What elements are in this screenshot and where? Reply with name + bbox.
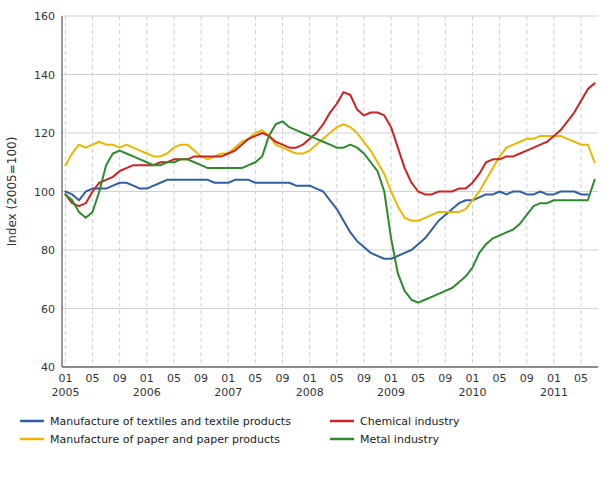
x-grid-line xyxy=(581,16,582,367)
x-tick-label: 09 xyxy=(276,372,290,385)
x-tick-label: 09 xyxy=(438,372,452,385)
y-axis-label: Index (2005=100) xyxy=(5,137,19,247)
legend-label: Manufacture of paper and paper products xyxy=(50,433,280,446)
x-tick-label: 05 xyxy=(330,372,344,385)
x-tick-label: 05 xyxy=(574,372,588,385)
grid xyxy=(62,16,598,367)
x-grid-line xyxy=(119,16,120,367)
legend-swatch xyxy=(330,438,354,441)
y-grid-line xyxy=(62,308,598,309)
x-grid-line xyxy=(173,16,174,367)
y-tick-label: 60 xyxy=(41,303,55,316)
legend-swatch xyxy=(330,420,354,423)
x-tick-label: 05 xyxy=(86,372,100,385)
x-grid-line xyxy=(228,16,229,367)
axes: 40 60 80 100 120 140 160 012005 05 09 012006 05 09 01… xyxy=(34,10,598,399)
y-grid-line xyxy=(62,250,598,251)
x-grid-line xyxy=(526,16,527,367)
x-tick-label: 09 xyxy=(113,372,127,385)
x-tick-label: 012007 xyxy=(214,372,242,399)
x-grid-line xyxy=(472,16,473,367)
x-tick-label: 05 xyxy=(167,372,181,385)
x-tick-label: 09 xyxy=(520,372,534,385)
x-tick-label: 012008 xyxy=(296,372,324,399)
legend-label: Manufacture of textiles and textile prod… xyxy=(50,415,291,428)
y-grid-line xyxy=(62,16,598,17)
x-tick-label: 012010 xyxy=(458,372,486,399)
x-tick-label: 05 xyxy=(248,372,262,385)
y-axis-line xyxy=(62,16,63,367)
x-grid-line xyxy=(146,16,147,367)
legend-swatch xyxy=(20,420,44,423)
y-grid-line xyxy=(62,74,598,75)
y-tick-label: 80 xyxy=(41,244,55,257)
x-grid-line xyxy=(282,16,283,367)
y-grid-line xyxy=(62,367,598,368)
lines xyxy=(65,83,594,302)
x-tick-label: 012011 xyxy=(540,372,568,399)
series-line xyxy=(65,180,587,259)
y-tick-label: 120 xyxy=(34,127,55,140)
x-grid-line xyxy=(553,16,554,367)
x-tick-label: 012009 xyxy=(377,372,405,399)
series-line xyxy=(65,124,594,221)
x-grid-line xyxy=(255,16,256,367)
legend-label: Chemical industry xyxy=(360,415,460,428)
x-grid-line xyxy=(201,16,202,367)
y-tick-label: 140 xyxy=(34,69,55,82)
x-tick-label: 05 xyxy=(493,372,507,385)
x-tick-label: 05 xyxy=(411,372,425,385)
x-grid-line xyxy=(336,16,337,367)
x-tick-label: 09 xyxy=(194,372,208,385)
legend-label: Metal industry xyxy=(360,433,439,446)
x-tick-label: 012006 xyxy=(133,372,161,399)
y-tick-label: 100 xyxy=(34,186,55,199)
legend: Manufacture of textiles and textile prod… xyxy=(20,415,460,446)
series-line xyxy=(65,121,594,302)
x-axis-line xyxy=(62,367,598,368)
x-grid-line xyxy=(309,16,310,367)
legend-swatch xyxy=(20,438,44,441)
x-grid-line xyxy=(363,16,364,367)
y-tick-label: 160 xyxy=(34,10,55,23)
x-tick-label: 012005 xyxy=(51,372,79,399)
x-tick-label: 09 xyxy=(357,372,371,385)
y-tick-label: 40 xyxy=(41,361,55,374)
